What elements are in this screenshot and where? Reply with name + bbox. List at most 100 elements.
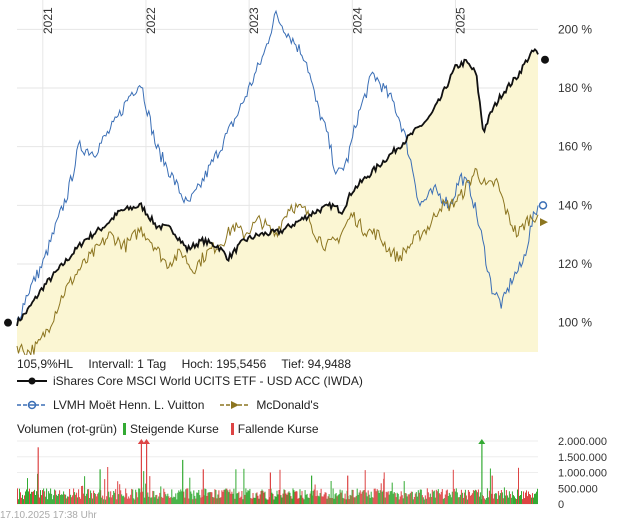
volume-bar — [459, 494, 461, 504]
volume-bar — [307, 497, 309, 504]
volume-bar — [163, 488, 165, 504]
volume-bar — [389, 491, 391, 504]
volume-bar — [85, 495, 87, 504]
volume-bar — [188, 498, 190, 504]
volume-bar — [181, 491, 183, 504]
volume-bar — [282, 493, 284, 504]
volume-spike — [37, 447, 39, 504]
volume-bar — [278, 490, 280, 504]
volume-bar — [397, 493, 399, 504]
volume-bar — [84, 476, 86, 504]
volume-bar — [239, 497, 241, 504]
volume-bar — [35, 495, 36, 504]
volume-bar — [453, 488, 455, 504]
volume-bar — [151, 497, 153, 504]
volume-bar — [277, 494, 279, 504]
volume-bar — [455, 488, 457, 504]
volume-bar — [520, 495, 521, 504]
volume-bar — [180, 489, 182, 504]
volume-bar — [531, 497, 532, 504]
volume-bar — [337, 495, 339, 504]
volume-bar — [104, 479, 106, 504]
volume-spike — [202, 469, 204, 504]
volume-bar — [522, 499, 523, 504]
volume-bar — [125, 488, 127, 504]
volume-bar — [184, 497, 186, 504]
volume-bar — [62, 494, 64, 504]
volume-bar — [127, 498, 129, 504]
volume-bar — [235, 469, 237, 504]
volume-bar — [234, 498, 236, 504]
volume-bar — [69, 489, 71, 504]
volume-bar — [88, 489, 90, 504]
volume-bar — [63, 491, 65, 504]
volume-bar — [467, 490, 469, 504]
volume-bar — [117, 481, 119, 504]
volume-bar — [380, 483, 382, 504]
volume-bar — [366, 496, 368, 504]
volume-bar — [349, 494, 351, 504]
volume-bar — [252, 493, 254, 504]
volume-bar — [530, 494, 531, 504]
volume-bar — [139, 488, 141, 504]
volume-bar — [44, 491, 46, 504]
volume-bar — [258, 498, 260, 504]
high-label: Hoch: 195,5456 — [181, 357, 267, 371]
volume-bar — [222, 491, 224, 504]
volume-bar — [192, 499, 194, 504]
volume-bar — [199, 495, 201, 504]
volume-bar — [268, 489, 270, 504]
volume-bar — [179, 491, 181, 504]
volume-bar — [131, 488, 133, 504]
volume-bar — [325, 492, 327, 504]
legend-item-mcd[interactable]: McDonald's — [220, 398, 319, 412]
volume-bar — [471, 493, 473, 504]
volume-bar — [286, 494, 288, 504]
volume-bar — [394, 493, 396, 504]
volume-bar — [358, 492, 360, 504]
volume-tick-label: 500.000 — [558, 483, 598, 495]
volume-bar — [174, 497, 176, 504]
volume-bar — [359, 490, 361, 504]
volume-bar — [211, 492, 213, 504]
volume-bar — [405, 493, 407, 504]
legend-item-iwda[interactable]: iShares Core MSCI World UCITS ETF - USD … — [17, 374, 363, 388]
volume-bar — [93, 490, 95, 504]
volume-bar — [331, 498, 333, 504]
volume-bar — [97, 493, 99, 504]
volume-bar — [304, 490, 306, 504]
volume-bar — [348, 499, 350, 504]
y-tick-label: 140 % — [558, 198, 592, 212]
volume-bar — [322, 496, 324, 504]
volume-bar — [262, 490, 264, 504]
volume-bar — [528, 491, 529, 504]
volume-bar — [164, 491, 166, 504]
volume-bar — [411, 491, 413, 504]
volume-bar — [301, 491, 303, 504]
volume-bar — [457, 497, 459, 504]
volume-bar — [149, 476, 151, 504]
volume-bar — [443, 498, 445, 504]
volume-bar — [156, 494, 158, 504]
legend-item-lvmh[interactable]: LVMH Moët Henn. L. Vuitton — [17, 398, 204, 412]
volume-bar — [111, 497, 113, 504]
volume-bar — [445, 490, 447, 504]
legend-marker-lvmh — [17, 400, 47, 410]
volume-bar — [507, 497, 509, 504]
volume-bar — [159, 492, 161, 504]
volume-bar — [36, 491, 37, 504]
volume-bar — [66, 498, 68, 504]
volume-bar — [413, 497, 415, 504]
volume-bar — [57, 496, 59, 504]
volume-bar — [350, 495, 352, 504]
volume-bar — [419, 489, 421, 504]
volume-bar — [403, 481, 405, 504]
volume-bar — [333, 498, 335, 504]
volume-bar — [418, 492, 420, 504]
volume-bar — [261, 489, 263, 504]
volume-bar — [266, 499, 268, 504]
volume-bar — [417, 490, 419, 504]
volume-bar — [152, 490, 154, 504]
volume-bar — [420, 489, 422, 504]
